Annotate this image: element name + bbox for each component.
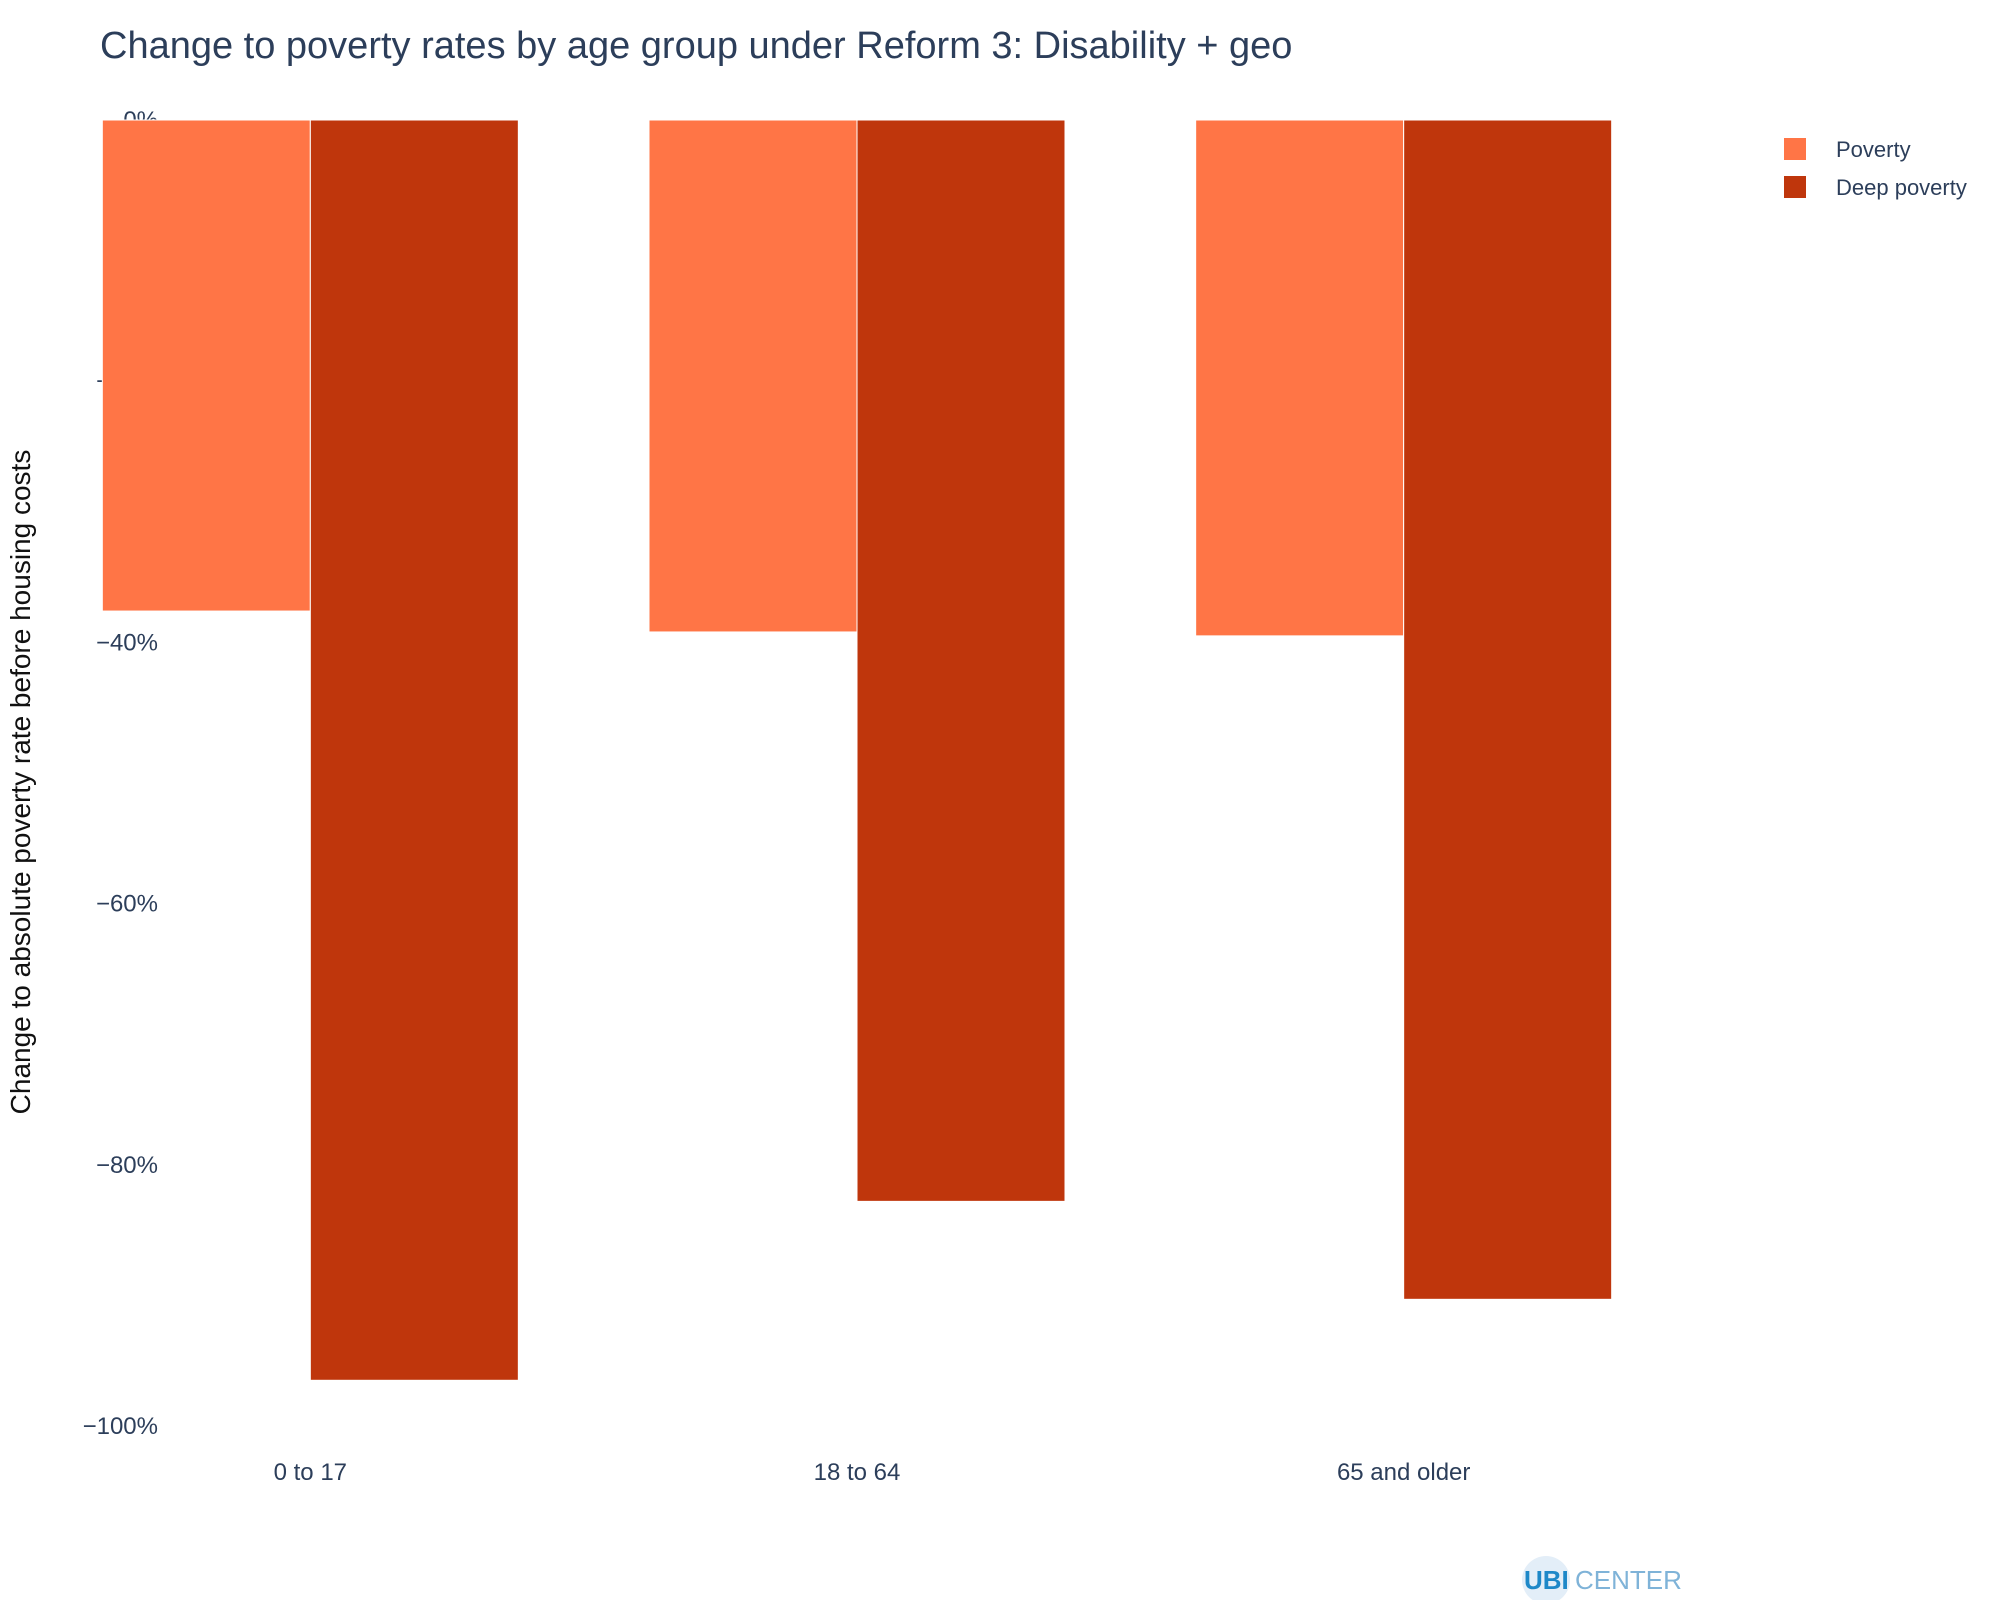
y-tick-label: −100% [83,1413,158,1440]
legend-swatch [1784,138,1806,160]
logo-ubi-text: UBI [1524,1565,1569,1595]
bar-poverty [648,119,858,633]
logo-center-text: CENTER [1575,1565,1682,1595]
x-tick-label: 0 to 17 [274,1459,347,1486]
x-axis-ticks: 0 to 17 18 to 64 65 and older [274,1459,1471,1486]
legend-label: Deep poverty [1836,175,1967,200]
bar-deep-poverty [1403,119,1613,1300]
chart-title: Change to poverty rates by age group und… [100,25,1292,67]
y-tick-label: −60% [96,891,158,918]
legend-label: Poverty [1836,137,1911,162]
y-tick-label: −80% [96,1152,158,1179]
bar-poverty [101,119,311,612]
y-tick-label: −40% [96,629,158,656]
bar-poverty [1195,119,1405,637]
bar-deep-poverty [309,119,519,1381]
y-axis-title: Change to absolute poverty rate before h… [5,450,36,1115]
legend: Poverty Deep poverty [1784,137,1967,200]
bar-deep-poverty [856,119,1066,1202]
bars-group [101,119,1613,1381]
x-tick-label: 18 to 64 [814,1459,901,1486]
logo-circle [1522,1556,1570,1600]
x-tick-label: 65 and older [1337,1459,1470,1486]
legend-swatch [1784,176,1806,198]
ubi-center-logo: UBI CENTER [1522,1556,1682,1600]
